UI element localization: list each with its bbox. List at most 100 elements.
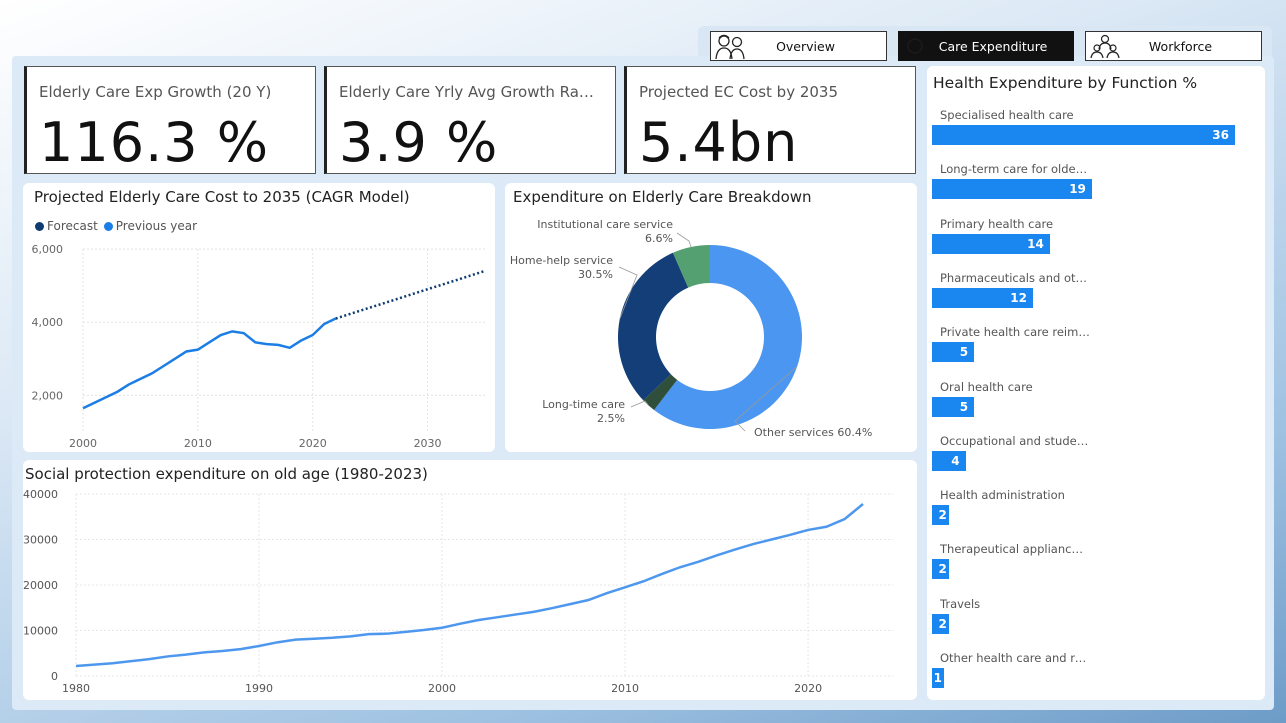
- slice-leader-line: [630, 400, 649, 408]
- elderly-couple-icon: [715, 34, 745, 60]
- slice-label: Long-time care: [542, 398, 625, 411]
- money-icon: [907, 38, 923, 54]
- legend-item-previous-year[interactable]: Previous year: [103, 219, 197, 233]
- function-bar-label: Long-term care for older p...: [940, 162, 1090, 177]
- social-expenditure-line: [75, 503, 864, 668]
- kpi-title: Elderly Care Exp Growth (20 Y): [39, 83, 272, 101]
- slice-label: Institutional care service: [537, 218, 673, 231]
- function-bar-label: Health administration: [940, 488, 1065, 503]
- function-bar: 19: [932, 179, 1092, 200]
- function-bar-item[interactable]: Other health care and reh... 1: [932, 651, 1262, 688]
- function-bar-item[interactable]: Primary health care 14: [932, 217, 1262, 254]
- function-bar-label: Occupational and student ...: [940, 433, 1090, 448]
- tab-workforce-label: Workforce: [1148, 38, 1213, 54]
- function-bar-item[interactable]: Occupational and student ... 4: [932, 434, 1262, 471]
- function-bar: 36: [932, 125, 1235, 145]
- y-tick-label: 20000: [23, 579, 58, 592]
- people-group-icon: [1090, 34, 1120, 59]
- function-bar-item[interactable]: Private health care reimbu... 5: [932, 325, 1262, 363]
- function-bar-label: Oral health care: [940, 379, 1033, 394]
- legend-item-forecast[interactable]: Forecast: [35, 219, 98, 233]
- function-chart-title: Health Expenditure by Function %: [933, 74, 1198, 92]
- y-tick-label: 6,000: [32, 243, 64, 256]
- previous-year-line: [82, 317, 337, 410]
- y-tick-label: 10000: [23, 625, 58, 638]
- y-tick-label: 40000: [23, 488, 58, 501]
- function-bar-label: Travels: [940, 596, 981, 611]
- projection-line-chart[interactable]: 2,000 4,000 6,000 2000 2010 2020 2030: [23, 183, 495, 452]
- function-bar: 2: [932, 613, 949, 634]
- function-bar: 4: [932, 450, 966, 471]
- projection-legend: Forecast Previous year: [35, 219, 197, 233]
- breakdown-chart-title: Expenditure on Elderly Care Breakdown: [513, 188, 812, 206]
- kpi-title: Elderly Care Yrly Avg Growth Rate...: [339, 83, 599, 101]
- slice-leader-line: [676, 232, 692, 248]
- kpi-card-avg-growth: Elderly Care Yrly Avg Growth Rate... 3.9…: [324, 66, 616, 174]
- tab-care-expenditure[interactable]: Care Expenditure: [898, 31, 1074, 61]
- function-bar-item[interactable]: Travels 2: [932, 597, 1262, 634]
- x-tick-label: 2030: [414, 437, 442, 450]
- tab-overview-label: Overview: [776, 38, 835, 54]
- forecast-line: [335, 269, 486, 320]
- social-chart-title: Social protection expenditure on old age…: [25, 465, 428, 483]
- slice-leader-line: [734, 366, 798, 432]
- function-bar-item[interactable]: Long-term care for older p... 19: [932, 162, 1262, 200]
- function-bar-label: Specialised health care: [940, 108, 1074, 122]
- breakdown-chart-card: Expenditure on Elderly Care Breakdown Ot…: [505, 183, 917, 452]
- function-bar-item[interactable]: Pharmaceuticals and other... 12: [932, 271, 1262, 308]
- donut-slice: [643, 374, 678, 411]
- y-tick-label: 30000: [23, 534, 58, 547]
- kpi-value: 5.4bn: [639, 111, 799, 174]
- x-tick-label: 1990: [245, 682, 273, 695]
- y-tick-label: 2,000: [32, 389, 64, 402]
- donut-slice: [618, 252, 689, 401]
- function-bar-label: Private health care reimbu...: [940, 325, 1090, 340]
- function-bar: 14: [932, 233, 1050, 254]
- function-bar-item[interactable]: Health administration 2: [932, 488, 1262, 526]
- tab-overview[interactable]: Overview: [710, 31, 887, 61]
- function-bar-label: Pharmaceuticals and other...: [940, 270, 1090, 285]
- projection-chart-title: Projected Elderly Care Cost to 2035 (CAG…: [34, 188, 410, 206]
- x-tick-label: 2010: [184, 437, 212, 450]
- tab-workforce[interactable]: Workforce: [1085, 31, 1262, 61]
- function-bar: 5: [932, 342, 975, 363]
- x-tick-label: 2000: [69, 437, 97, 450]
- function-bar-item[interactable]: Specialised health care 36: [932, 108, 1262, 145]
- legend-dot-icon: [103, 221, 113, 231]
- kpi-value: 3.9 %: [339, 111, 499, 174]
- y-tick-label: 0: [51, 670, 58, 683]
- donut-slice: [672, 245, 710, 288]
- tab-care-expenditure-label: Care Expenditure: [938, 38, 1048, 54]
- function-bar-item[interactable]: Oral health care 5: [932, 380, 1262, 417]
- kpi-card-projected-cost: Projected EC Cost by 2035 5.4bn: [624, 66, 916, 174]
- slice-label: 2.5%: [597, 412, 625, 425]
- social-chart-card: Social protection expenditure on old age…: [23, 460, 917, 700]
- function-bar-item[interactable]: Therapeutical appliances a... 2: [932, 542, 1262, 580]
- slice-label: 30.5%: [578, 268, 613, 281]
- kpi-value: 116.3 %: [39, 111, 270, 174]
- x-tick-label: 2020: [794, 682, 822, 695]
- kpi-title: Projected EC Cost by 2035: [639, 83, 839, 101]
- function-chart-card: Health Expenditure by Function % Special…: [927, 66, 1265, 700]
- donut-slice: [654, 245, 802, 429]
- function-bar: 2: [932, 559, 949, 580]
- slice-label: Other services 60.4%: [754, 426, 872, 439]
- social-line-chart[interactable]: 0 10000 20000 30000 40000 1980 1990 2000 2010 202…: [23, 460, 917, 700]
- function-bar-label: Other health care and reh...: [940, 651, 1090, 665]
- x-tick-label: 2020: [299, 437, 327, 450]
- kpi-card-growth: Elderly Care Exp Growth (20 Y) 116.3 %: [24, 66, 316, 174]
- function-bar: 5: [932, 396, 975, 417]
- slice-leader-line: [618, 266, 638, 320]
- function-bar: 1: [932, 668, 944, 688]
- projection-chart-card: Projected Elderly Care Cost to 2035 (CAG…: [23, 183, 495, 452]
- function-bar-label: Therapeutical appliances a...: [940, 542, 1090, 557]
- y-tick-label: 4,000: [32, 316, 64, 329]
- function-bar: 2: [932, 505, 949, 526]
- function-bar: 12: [932, 287, 1033, 308]
- function-bar-label: Primary health care: [940, 216, 1054, 231]
- slice-label: 6.6%: [645, 232, 673, 245]
- slice-label: Home-help service: [510, 254, 613, 267]
- legend-label: Forecast: [47, 219, 98, 233]
- x-tick-label: 2010: [611, 682, 639, 695]
